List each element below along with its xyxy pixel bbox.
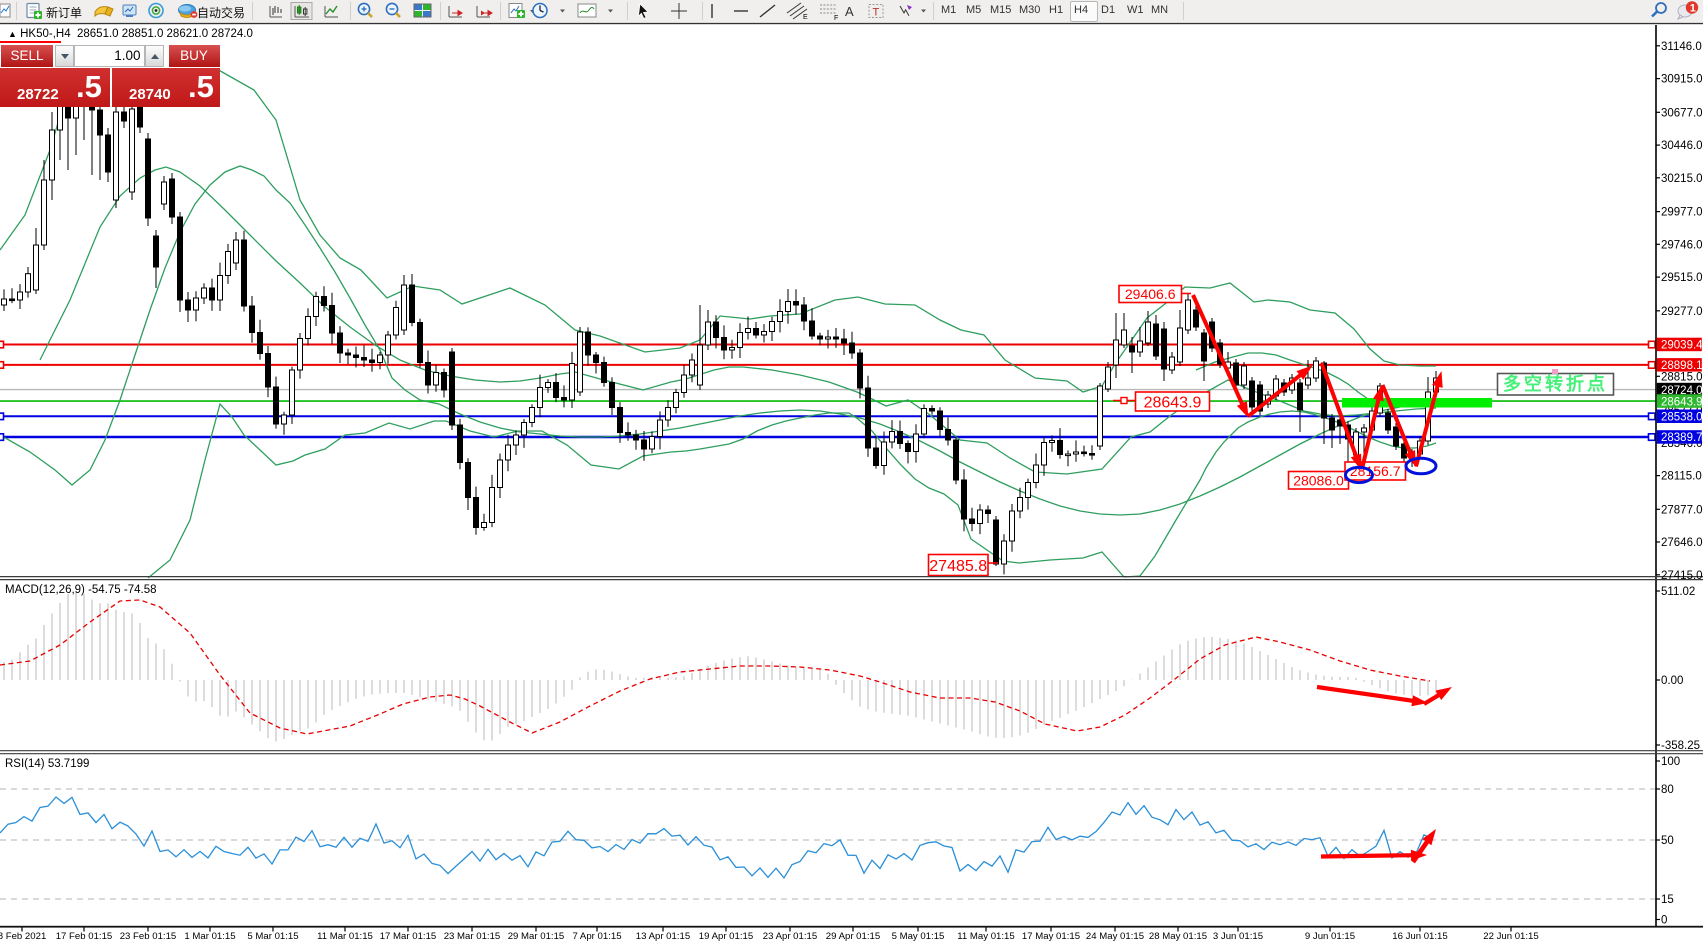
svg-text:11 May 01:15: 11 May 01:15: [957, 931, 1014, 942]
svg-text:22 Jun 01:15: 22 Jun 01:15: [1483, 931, 1538, 942]
svg-text:28115.0: 28115.0: [1661, 471, 1702, 483]
svg-text:11 Mar 01:15: 11 Mar 01:15: [317, 931, 373, 942]
svg-text:29039.4: 29039.4: [1661, 340, 1703, 352]
svg-text:RSI(14) 53.7199: RSI(14) 53.7199: [5, 758, 89, 770]
svg-text:28898.1: 28898.1: [1661, 360, 1703, 372]
svg-text:27877.0: 27877.0: [1661, 504, 1703, 516]
svg-text:29406.6: 29406.6: [1125, 286, 1176, 302]
svg-text:30215.0: 30215.0: [1661, 173, 1703, 185]
svg-text:-358.25: -358.25: [1661, 740, 1700, 752]
svg-text:17 Mar 01:15: 17 Mar 01:15: [380, 931, 437, 942]
svg-text:0.00: 0.00: [1661, 675, 1683, 687]
svg-text:29277.0: 29277.0: [1661, 306, 1703, 318]
svg-text:17 Feb 01:15: 17 Feb 01:15: [56, 931, 113, 942]
svg-text:30677.0: 30677.0: [1661, 107, 1703, 119]
svg-text:3 Jun 01:15: 3 Jun 01:15: [1213, 931, 1263, 942]
svg-text:MACD(12,26,9) -54.75 -74.58: MACD(12,26,9) -54.75 -74.58: [5, 584, 157, 596]
svg-text:28643.9: 28643.9: [1661, 396, 1703, 408]
svg-text:100: 100: [1661, 756, 1680, 768]
svg-text:23 Apr 01:15: 23 Apr 01:15: [763, 931, 817, 942]
svg-text:27415.0: 27415.0: [1661, 570, 1703, 582]
svg-text:28 May 01:15: 28 May 01:15: [1149, 931, 1207, 942]
svg-text:E: E: [803, 14, 808, 21]
svg-text:29977.0: 29977.0: [1661, 207, 1703, 219]
svg-text:29515.0: 29515.0: [1661, 272, 1703, 284]
svg-text:15: 15: [1661, 894, 1674, 906]
svg-text:50: 50: [1661, 835, 1674, 847]
svg-text:7 Apr 01:15: 7 Apr 01:15: [572, 931, 621, 942]
svg-text:80: 80: [1661, 784, 1674, 796]
svg-text:1 Mar 01:15: 1 Mar 01:15: [184, 931, 235, 942]
svg-text:5 Mar 01:15: 5 Mar 01:15: [247, 931, 298, 942]
svg-text:511.02: 511.02: [1661, 586, 1695, 598]
svg-text:A: A: [845, 4, 854, 19]
svg-text:5 May 01:15: 5 May 01:15: [892, 931, 945, 942]
svg-text:23 Feb 01:15: 23 Feb 01:15: [120, 931, 177, 942]
svg-text:28724.0: 28724.0: [1661, 385, 1703, 397]
svg-text:30446.0: 30446.0: [1661, 140, 1703, 152]
svg-text:24 May 01:15: 24 May 01:15: [1086, 931, 1144, 942]
svg-text:0: 0: [1661, 915, 1667, 927]
svg-text:31146.0: 31146.0: [1661, 41, 1702, 53]
svg-text:28538.0: 28538.0: [1661, 412, 1703, 424]
svg-text:27646.0: 27646.0: [1661, 537, 1703, 549]
svg-text:28815.0: 28815.0: [1661, 371, 1703, 383]
svg-text:13 Apr 01:15: 13 Apr 01:15: [636, 931, 690, 942]
svg-text:28086.0: 28086.0: [1293, 472, 1344, 488]
svg-text:30915.0: 30915.0: [1661, 74, 1703, 86]
svg-text:T: T: [873, 7, 880, 19]
svg-text:F: F: [834, 15, 838, 22]
svg-text:27485.8: 27485.8: [929, 558, 987, 575]
svg-text:8 Feb 2021: 8 Feb 2021: [0, 931, 46, 942]
svg-text:1: 1: [1690, 3, 1696, 15]
svg-text:19 Apr 01:15: 19 Apr 01:15: [699, 931, 753, 942]
svg-text:16 Jun 01:15: 16 Jun 01:15: [1392, 931, 1447, 942]
svg-text:多空转折点: 多空转折点: [1503, 373, 1608, 394]
svg-text:28643.9: 28643.9: [1144, 394, 1202, 411]
svg-text:29746.0: 29746.0: [1661, 239, 1703, 251]
svg-text:28389.7: 28389.7: [1661, 432, 1703, 444]
svg-text:29 Apr 01:15: 29 Apr 01:15: [826, 931, 880, 942]
svg-text:9 Jun 01:15: 9 Jun 01:15: [1305, 931, 1355, 942]
svg-text:23 Mar 01:15: 23 Mar 01:15: [444, 931, 501, 942]
svg-text:29 Mar 01:15: 29 Mar 01:15: [508, 931, 565, 942]
svg-text:17 May 01:15: 17 May 01:15: [1022, 931, 1080, 942]
